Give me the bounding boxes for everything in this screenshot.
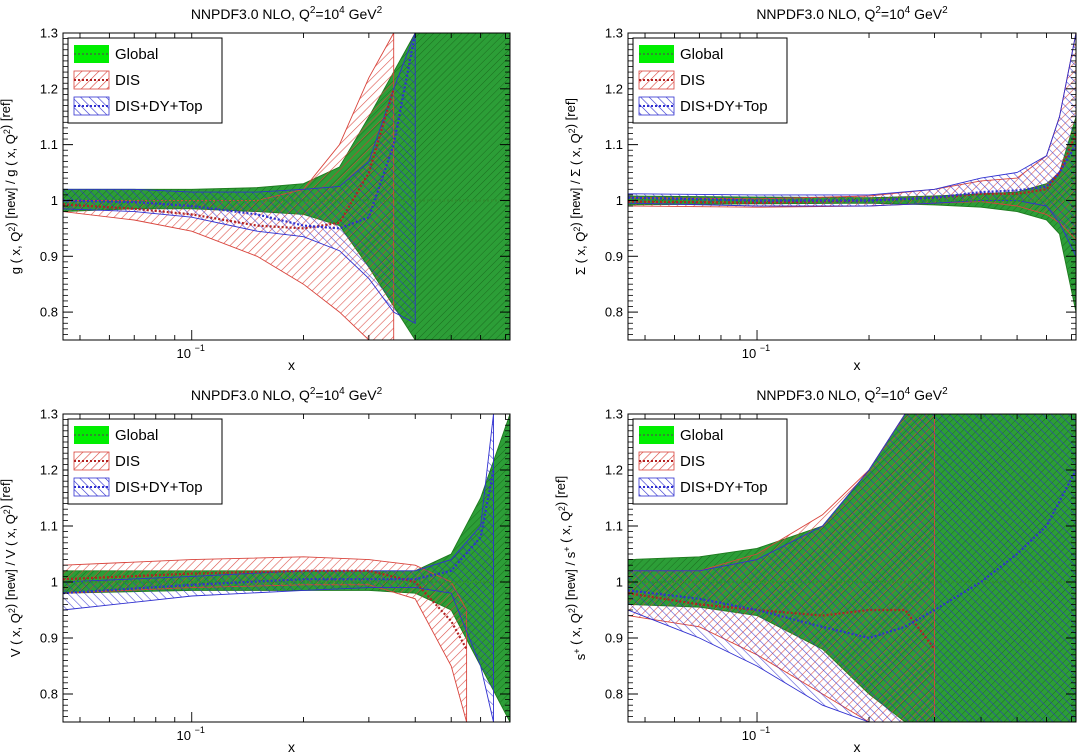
ytick-label: 1 — [616, 575, 623, 590]
ytick-label: 1.1 — [605, 137, 623, 152]
y-axis-label: g ( x, Q2) [new] / g ( x, Q2) [ref] — [0, 99, 23, 274]
central-dis-dy-top — [63, 33, 417, 230]
x-axis-label: x — [288, 357, 295, 373]
chart-title: NNPDF3.0 NLO, Q2=104 GeV2 — [756, 386, 948, 403]
x-axis-label: x — [854, 739, 861, 755]
xtick-label: 10 — [177, 346, 191, 361]
xtick-label-exponent: −1 — [195, 343, 205, 353]
central-dis-dy-top — [628, 144, 1076, 202]
legend-label: Global — [680, 427, 723, 444]
chart-panel-3: 0.8 0.9 1 1.1 1.2 1.3 10 −1 x s+ ( x, Q2) [new] /… — [553, 386, 1077, 755]
central-dis — [628, 592, 936, 650]
ytick-label: 0.9 — [605, 249, 623, 264]
ytick-label: 0.9 — [605, 631, 623, 646]
ytick-label: 1.3 — [40, 407, 58, 422]
central-dis — [628, 133, 1076, 204]
ytick-label: 1.2 — [40, 81, 58, 96]
ytick-label: 0.8 — [40, 687, 58, 702]
band-dis-dy-top — [628, 414, 1076, 722]
legend-label: DIS — [115, 453, 140, 470]
x-axis-label: x — [854, 357, 861, 373]
xtick-label: 10 — [742, 346, 756, 361]
legend: Global DIS DIS+DY+Top — [67, 418, 223, 505]
ytick-label: 1.2 — [605, 463, 623, 478]
plot-frame — [627, 32, 1077, 341]
legend: Global DIS DIS+DY+Top — [632, 37, 788, 124]
plot-frame — [62, 413, 511, 723]
ytick-label: 1 — [616, 193, 623, 208]
legend-label: DIS+DY+Top — [680, 479, 768, 496]
legend-label: DIS — [680, 72, 705, 89]
chart-title: NNPDF3.0 NLO, Q2=104 GeV2 — [756, 5, 948, 22]
central-dis — [63, 569, 468, 650]
xtick-label-exponent: −1 — [760, 725, 770, 735]
y-axis-label: s+ ( x, Q2) [new] / s+ ( x, Q2) [ref] — [553, 476, 588, 661]
x-axis-label: x — [288, 739, 295, 755]
ytick-label: 0.8 — [605, 687, 623, 702]
central-dis-dy-top — [63, 469, 495, 595]
legend-label: Global — [115, 427, 158, 444]
xtick-label: 10 — [177, 728, 191, 743]
chart-title: NNPDF3.0 NLO, Q2=104 GeV2 — [191, 5, 383, 22]
y-axis-label: Σ ( x, Q2) [new] / Σ ( x, Q2) [ref] — [563, 98, 588, 275]
ytick-label: 0.9 — [40, 631, 58, 646]
chart-panel-0: 0.8 0.9 1 1.1 1.2 1.3 10 −1 x g ( x, Q2) [new] / … — [0, 5, 511, 373]
legend-label: DIS — [115, 72, 140, 89]
xtick-label-exponent: −1 — [195, 725, 205, 735]
legend: Global DIS DIS+DY+Top — [632, 418, 788, 505]
xtick-label: 10 — [742, 728, 756, 743]
chart-panel-1: 0.8 0.9 1 1.1 1.2 1.3 10 −1 x Σ ( x, Q2) [new] / … — [563, 5, 1077, 373]
ytick-label: 1 — [51, 575, 58, 590]
legend-label: DIS+DY+Top — [115, 98, 203, 115]
ytick-label: 0.8 — [605, 305, 623, 320]
legend: Global DIS DIS+DY+Top — [67, 37, 223, 124]
ytick-label: 0.8 — [40, 305, 58, 320]
legend-label: Global — [115, 46, 158, 63]
legend-label: DIS+DY+Top — [115, 479, 203, 496]
ytick-label: 0.9 — [40, 249, 58, 264]
ytick-label: 1.2 — [40, 463, 58, 478]
xtick-label-exponent: −1 — [760, 343, 770, 353]
central-dis — [63, 88, 395, 230]
y-axis-label: V ( x, Q2) [new] / V ( x, Q2) [ref] — [0, 479, 23, 657]
band-dis-dy-top — [63, 33, 416, 325]
ytick-label: 1.3 — [605, 26, 623, 41]
ytick-label: 1.3 — [40, 26, 58, 41]
ytick-label: 1 — [51, 193, 58, 208]
legend-label: Global — [680, 46, 723, 63]
ytick-label: 1.3 — [605, 407, 623, 422]
ytick-label: 1.2 — [605, 81, 623, 96]
ytick-label: 1.1 — [605, 519, 623, 534]
ytick-label: 1.1 — [40, 519, 58, 534]
plot-frame — [62, 32, 511, 341]
legend-label: DIS — [680, 453, 705, 470]
chart-title: NNPDF3.0 NLO, Q2=104 GeV2 — [191, 386, 383, 403]
chart-panel-2: 0.8 0.9 1 1.1 1.2 1.3 10 −1 x V ( x, Q2) [new] / … — [0, 386, 511, 755]
plot-frame — [627, 413, 1077, 723]
legend-label: DIS+DY+Top — [680, 98, 768, 115]
ytick-label: 1.1 — [40, 137, 58, 152]
